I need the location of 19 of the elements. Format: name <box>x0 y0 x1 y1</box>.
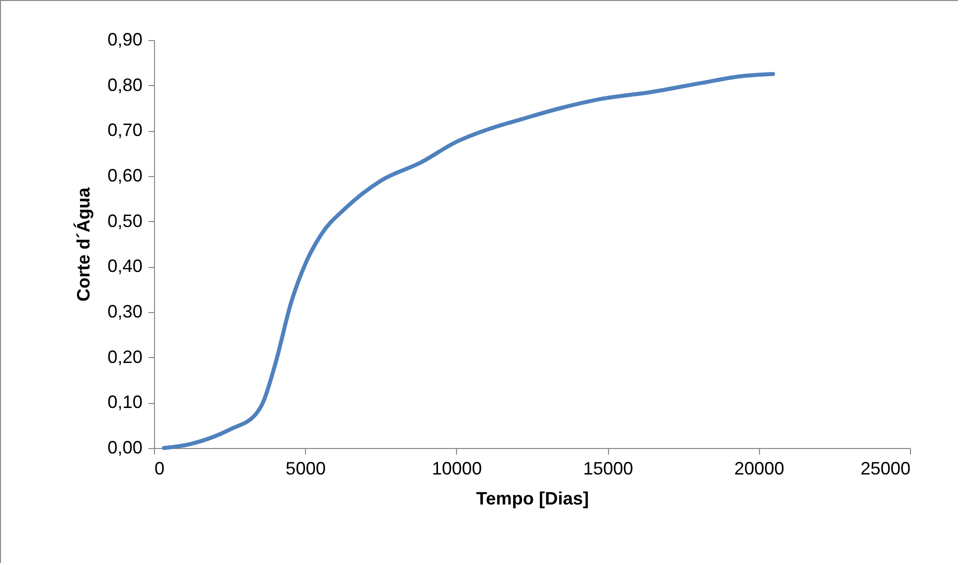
y-tick-label: 0,30 <box>107 302 142 322</box>
y-axis-title: Corte d´Água <box>73 186 94 302</box>
x-tick-label: 10000 <box>432 458 482 478</box>
x-tick-label: 0 <box>154 458 165 478</box>
x-tick-label: 20000 <box>734 458 784 478</box>
y-tick-label: 0,50 <box>107 210 142 231</box>
y-tick-label: 0,70 <box>107 120 142 140</box>
y-tick-label: 0,90 <box>107 30 142 50</box>
y-tick-label: 0,00 <box>107 438 142 458</box>
x-axis-title: Tempo [Dias] <box>476 488 589 508</box>
line-series <box>162 72 776 450</box>
x-tick-label: 25000 <box>860 458 910 478</box>
y-tick-label: 0,60 <box>107 166 142 186</box>
y-tick-label: 0,20 <box>107 346 142 367</box>
x-tick-label: 5000 <box>286 458 326 478</box>
y-tick-label: 0,80 <box>107 74 142 95</box>
y-tick-label: 0,40 <box>107 256 142 276</box>
x-tick-label: 15000 <box>583 458 634 478</box>
y-tick-label: 0,10 <box>107 392 142 412</box>
